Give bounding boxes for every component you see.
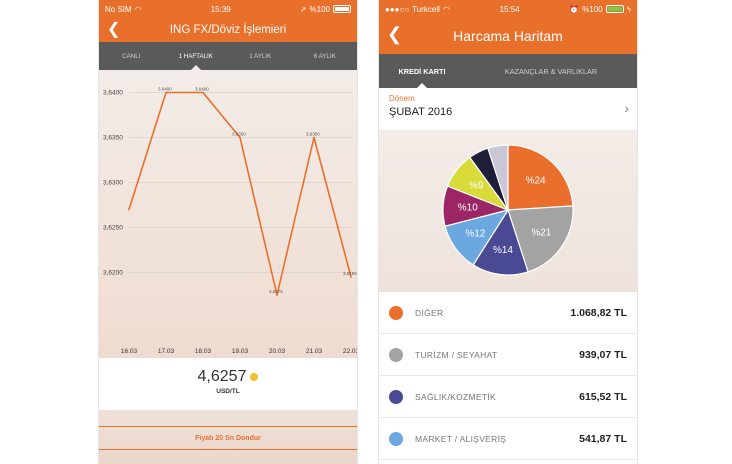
category-row-travel[interactable]: TURİZM / SEYAHAT 939,07 TL: [379, 334, 637, 376]
location-icon: ➚: [299, 4, 307, 14]
category-name: DİĞER: [415, 307, 444, 318]
rate-panel: 4,6257 USD/TL: [99, 358, 357, 410]
period-label: Dönem: [389, 94, 415, 103]
battery-percent: %100: [309, 4, 330, 14]
slice-label: %14: [493, 245, 513, 256]
spending-pie-chart: %24 %21 %14 %12 %10 %9: [379, 130, 637, 292]
battery-icon: [605, 5, 624, 13]
pie-slice: [507, 205, 574, 273]
account-tabs: KREDİ KARTI KAZANÇLAR & VARLIKLAR: [379, 54, 637, 88]
category-list: DİĞER 1.068,82 TL TURİZM / SEYAHAT 939,0…: [379, 292, 637, 460]
y-tick-label: 3,6300: [103, 180, 123, 187]
data-point: [165, 91, 167, 94]
signal-dots-icon: ●●●○○: [385, 4, 410, 14]
slice-label: %9: [469, 180, 484, 191]
data-point: [239, 136, 241, 139]
category-dot: [389, 347, 403, 362]
carrier-label: Turkcell: [412, 4, 440, 14]
category-amount: 939,07 TL: [579, 348, 627, 361]
point-label: 3,6350: [232, 132, 246, 137]
charging-icon: ϟ: [626, 4, 631, 14]
point-label: 3,6400: [158, 87, 172, 92]
category-name: MARKET / ALIŞVERİŞ: [415, 433, 507, 444]
category-name: SAĞLIK/KOZMETİK: [415, 391, 497, 402]
category-dot: [389, 305, 403, 320]
wifi-icon: ◠: [442, 4, 450, 14]
rate-unit: USD/TL: [216, 388, 240, 395]
x-tick-label: 17.03: [158, 348, 175, 355]
category-amount: 1.068,82 TL: [570, 306, 627, 319]
data-point: [276, 294, 278, 296]
battery-icon: [332, 5, 351, 13]
battery-percent: %100: [582, 4, 603, 14]
tab-weekly[interactable]: 1 HAFTALIK: [164, 42, 229, 70]
x-tick-label: 18.03: [195, 348, 212, 355]
category-row-other[interactable]: DİĞER 1.068,82 TL: [379, 292, 637, 334]
data-point: [350, 276, 352, 278]
data-point: [313, 136, 315, 139]
x-tick-label: 19.03: [232, 348, 249, 355]
fx-header: No SIM ◠ 15:39 ➚ %100 ❮ ING FX/Döviz İşlem…: [99, 0, 357, 42]
clock: 15:54: [499, 4, 520, 14]
wifi-icon: ◠: [134, 4, 142, 14]
status-bar: No SIM ◠ 15:39 ➚ %100: [99, 0, 357, 18]
freeze-price-button[interactable]: Fiyatı 20 Sn Dondur: [99, 426, 357, 450]
pie-slice: [507, 144, 574, 211]
spending-screen: ●●●○○ Turkcell ◠ 15:54 ⏰ %100 ϟ ❮ Harcama Ha…: [378, 0, 638, 464]
slice-label: %24: [526, 176, 546, 187]
slice-label: %21: [531, 228, 551, 239]
tab-monthly[interactable]: 1 AYLIK: [249, 52, 272, 60]
point-label: 3,6175: [269, 289, 283, 294]
slice-label: %10: [458, 202, 478, 213]
back-chevron-icon[interactable]: ❮: [107, 21, 121, 38]
page-title: ING FX/Döviz İşlemieri: [169, 24, 287, 36]
category-amount: 615,52 TL: [579, 390, 627, 403]
data-point: [202, 91, 204, 94]
pie-slice: [487, 144, 509, 211]
period-tabs: CANLI 1 HAFTALIK 1 AYLIK 6 AYLIK: [99, 42, 357, 70]
page-title: Harcama Haritam: [453, 28, 563, 44]
rate-line: [128, 91, 352, 296]
category-dot: [389, 389, 403, 404]
fx-screen: No SIM ◠ 15:39 ➚ %100 ❮ ING FX/Döviz İşlem…: [98, 0, 358, 464]
point-label: 3,6400: [195, 87, 209, 92]
x-tick-label: 16.03: [121, 348, 138, 355]
freeze-area: Fiyatı 20 Sn Dondur: [99, 410, 357, 464]
category-amount: 541,87 TL: [579, 432, 627, 445]
slice-label: %12: [465, 229, 485, 240]
carrier-label: No SIM: [105, 4, 132, 14]
period-selector[interactable]: Dönem ŞUBAT 2016 ›: [379, 88, 637, 130]
category-name: TURİZM / SEYAHAT: [415, 349, 498, 360]
rate-line-chart: 3,6400 3,6350 3,6300 3,6250 3,6200 3,6400 3,64…: [99, 70, 357, 358]
chevron-right-icon: ›: [624, 100, 629, 116]
period-value: ŞUBAT 2016: [389, 106, 453, 118]
tab-earnings-assets[interactable]: KAZANÇLAR & VARLIKLAR: [504, 66, 598, 76]
chart-svg: 3,6400 3,6350 3,6300 3,6250 3,6200 3,6400 3,64…: [103, 87, 357, 356]
category-dot: [389, 431, 403, 446]
y-tick-label: 3,6200: [103, 270, 123, 277]
y-tick-label: 3,6400: [103, 90, 123, 97]
tab-6-month[interactable]: 6 AYLIK: [313, 52, 336, 60]
clock: 15:39: [210, 4, 231, 14]
x-tick-label: 22.03: [343, 348, 357, 355]
category-row-market[interactable]: MARKET / ALIŞVERİŞ 541,87 TL: [379, 418, 637, 460]
pie-slice: [472, 208, 529, 276]
point-label: 3,6350: [306, 132, 320, 137]
alarm-icon: ⏰: [569, 4, 580, 14]
rate-value: 4,6257: [197, 368, 247, 385]
data-point: [128, 208, 130, 211]
y-tick-label: 3,6350: [103, 135, 123, 142]
tab-live[interactable]: CANLI: [122, 52, 141, 60]
spending-header: ●●●○○ Turkcell ◠ 15:54 ⏰ %100 ϟ ❮ Harcama Ha…: [379, 0, 637, 54]
pie-svg: %24 %21 %14 %12 %10 %9: [442, 144, 574, 276]
coin-icon: [250, 372, 259, 381]
x-tick-label: 21.03: [306, 348, 323, 355]
status-bar: ●●●○○ Turkcell ◠ 15:54 ⏰ %100 ϟ: [379, 0, 637, 18]
y-tick-label: 3,6250: [103, 225, 123, 232]
point-label: 3,6195: [343, 271, 357, 276]
x-tick-label: 20.03: [269, 348, 286, 355]
back-chevron-icon[interactable]: ❮: [387, 24, 403, 44]
category-row-health[interactable]: SAĞLIK/KOZMETİK 615,52 TL: [379, 376, 637, 418]
tab-credit-card[interactable]: KREDİ KARTI: [379, 54, 465, 88]
